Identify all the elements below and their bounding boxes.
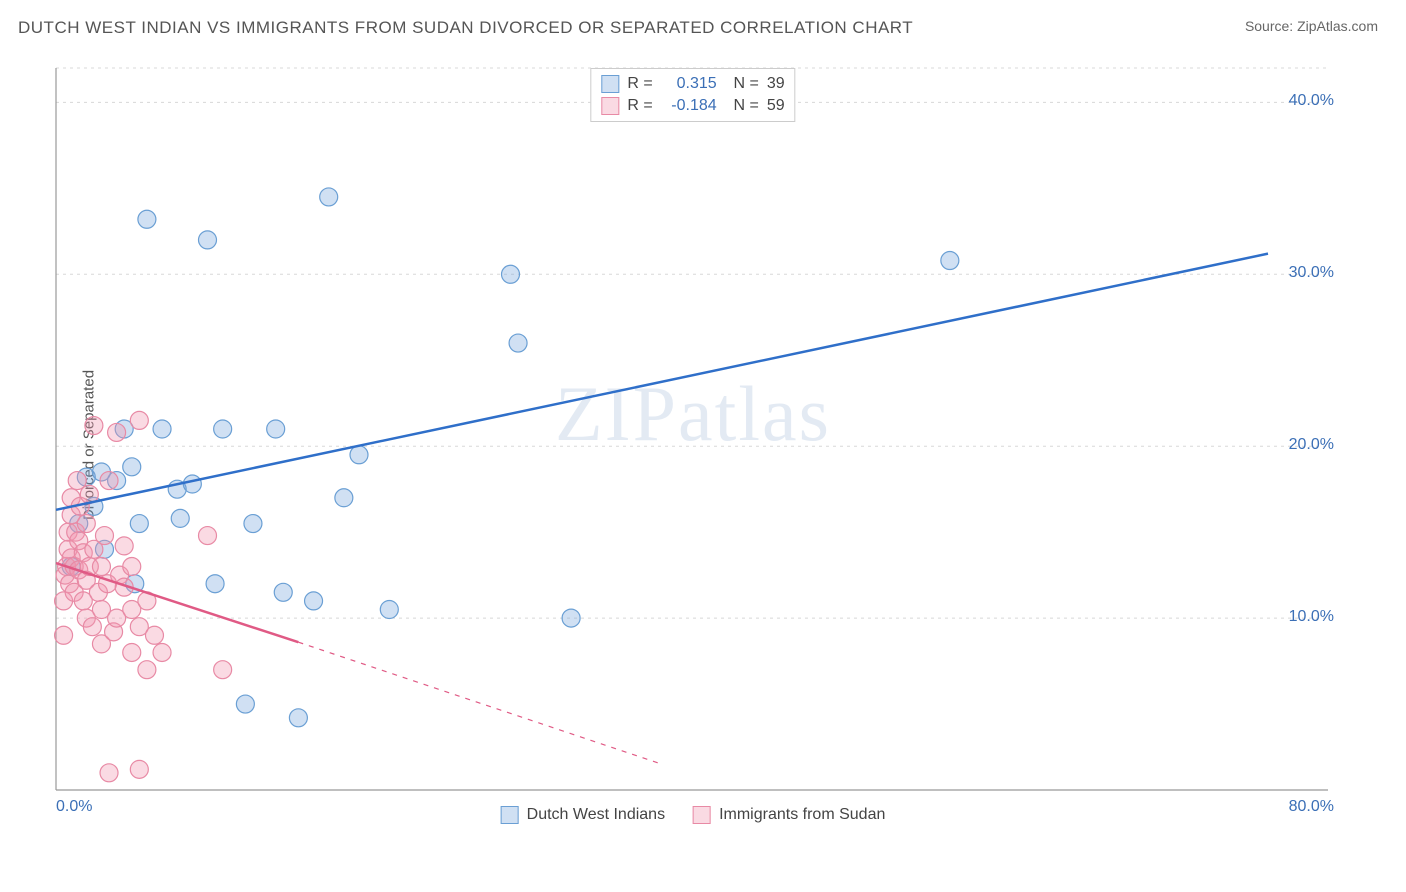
legend-swatch-icon	[601, 97, 619, 115]
n-label: N =	[725, 97, 759, 115]
n-value: 59	[767, 97, 785, 115]
legend-swatch-icon	[501, 806, 519, 824]
bottom-legend: Dutch West Indians Immigrants from Sudan	[501, 806, 886, 824]
x-tick-label: 80.0%	[1289, 798, 1334, 816]
stats-row-series-1: R = -0.184 N = 59	[601, 95, 784, 117]
legend-item-0: Dutch West Indians	[501, 806, 665, 824]
stats-row-series-0: R = 0.315 N = 39	[601, 73, 784, 95]
source-label: Source: ZipAtlas.com	[1245, 18, 1378, 34]
r-label: R =	[627, 97, 652, 115]
r-label: R =	[627, 75, 652, 93]
r-value: -0.184	[661, 97, 717, 115]
chart-area: Divorced or Separated ZIPatlas R = 0.315…	[48, 60, 1338, 830]
legend-swatch-icon	[693, 806, 711, 824]
chart-title: DUTCH WEST INDIAN VS IMMIGRANTS FROM SUD…	[18, 18, 913, 38]
n-value: 39	[767, 75, 785, 93]
legend-label: Immigrants from Sudan	[719, 806, 885, 824]
x-tick-label: 0.0%	[56, 798, 92, 816]
y-tick-label: 30.0%	[1289, 264, 1334, 282]
legend-item-1: Immigrants from Sudan	[693, 806, 885, 824]
n-label: N =	[725, 75, 759, 93]
y-tick-label: 20.0%	[1289, 436, 1334, 454]
legend-swatch-icon	[601, 75, 619, 93]
y-tick-label: 40.0%	[1289, 92, 1334, 110]
r-value: 0.315	[661, 75, 717, 93]
scatter-plot	[48, 60, 1338, 830]
legend-label: Dutch West Indians	[527, 806, 665, 824]
stats-legend: R = 0.315 N = 39 R = -0.184 N = 59	[590, 68, 795, 122]
y-tick-label: 10.0%	[1289, 608, 1334, 626]
